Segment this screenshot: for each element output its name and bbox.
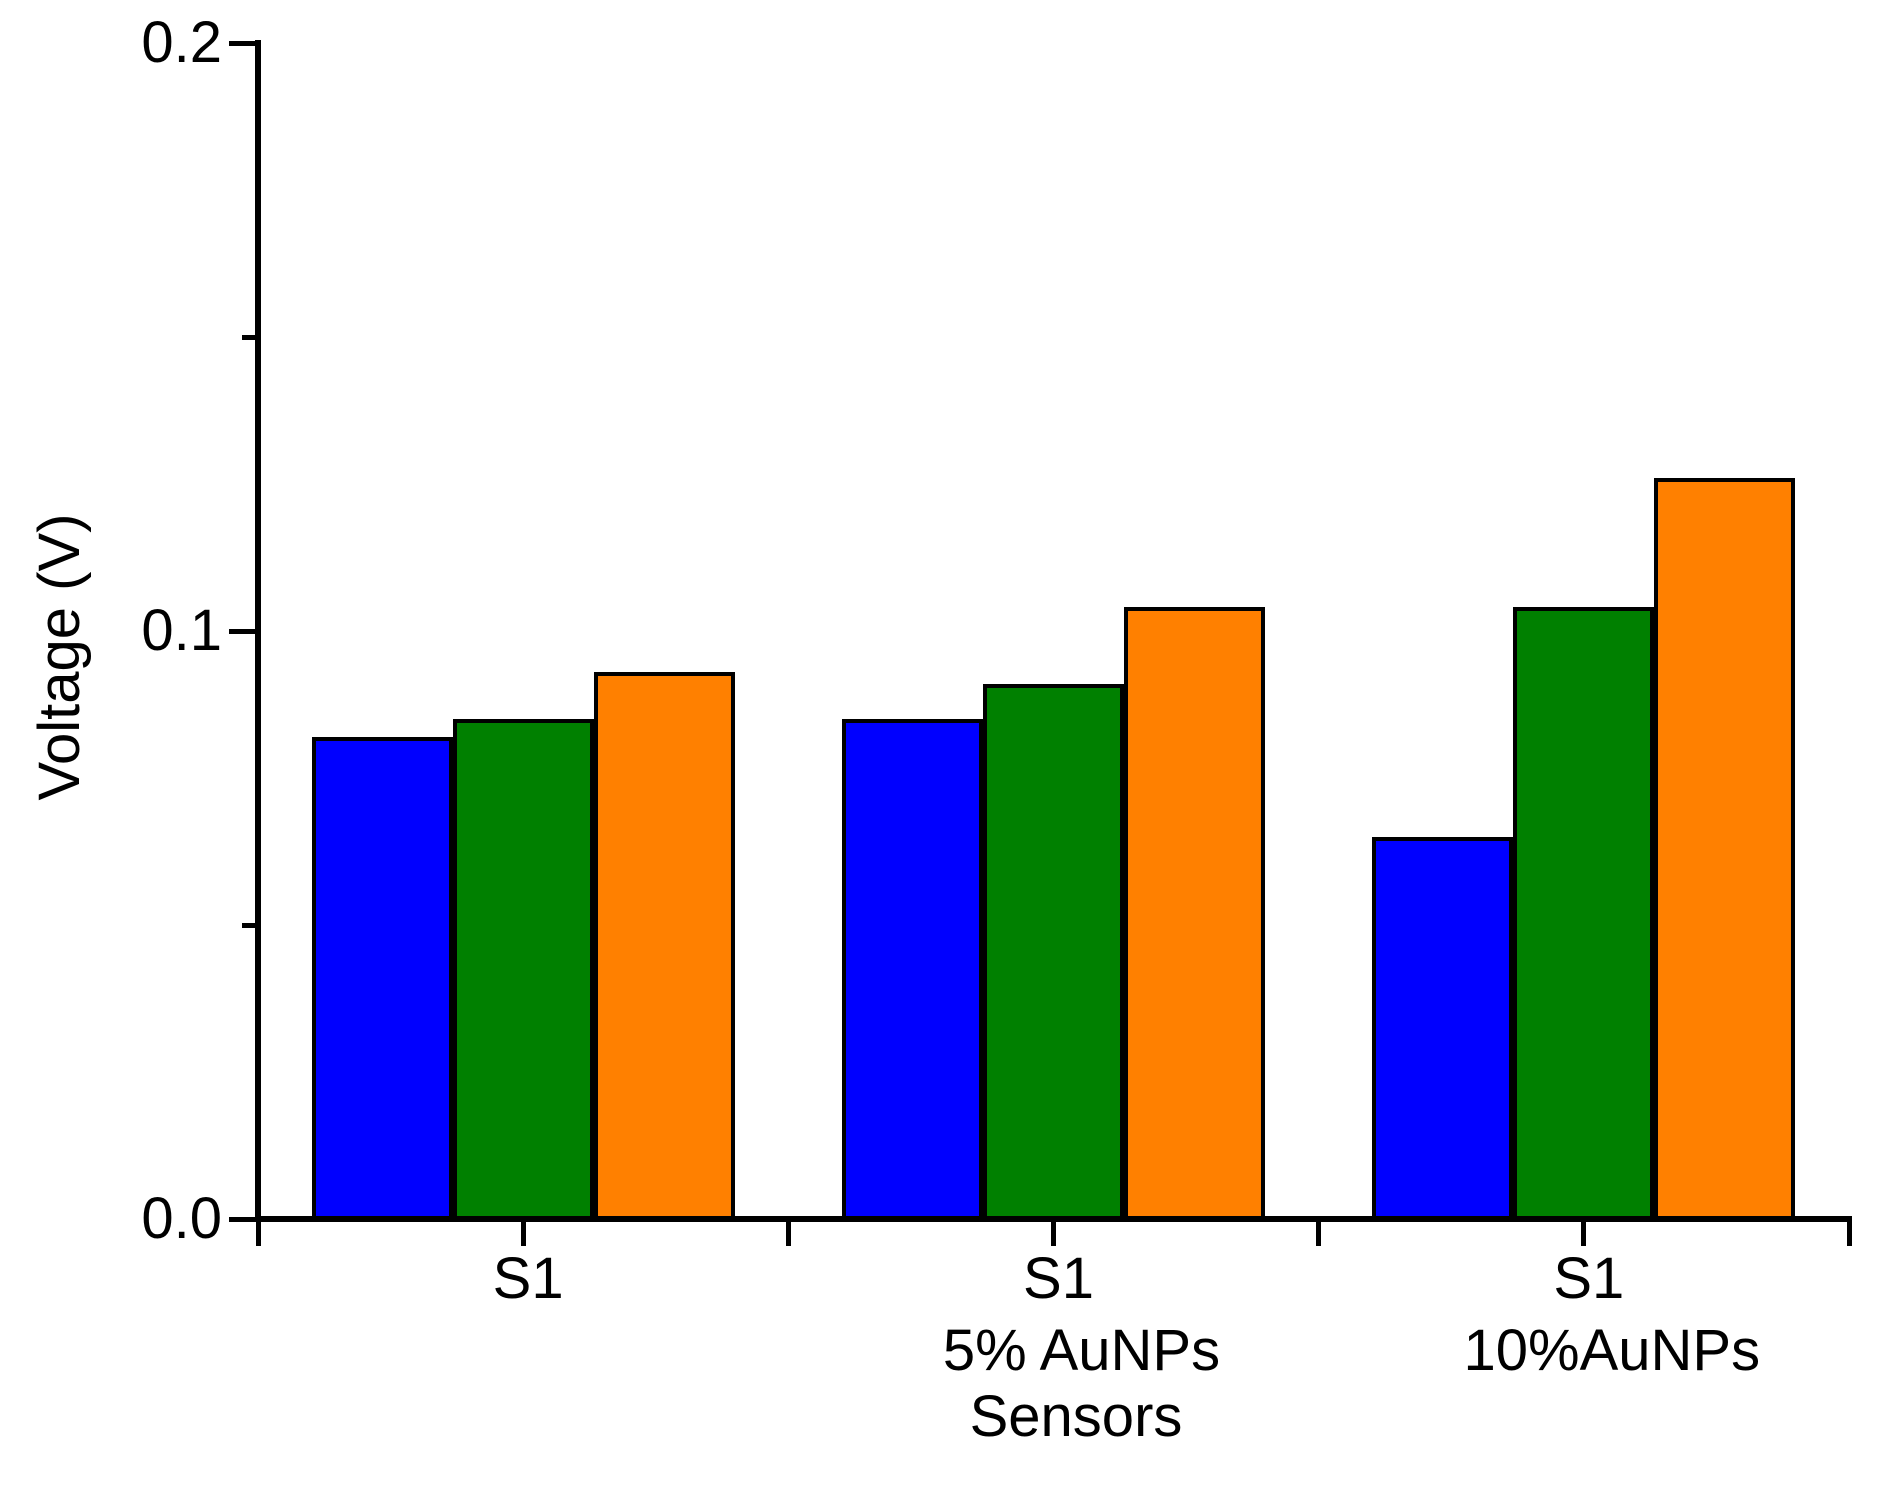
bar-blue-cat3	[1372, 836, 1514, 1222]
x-axis-tick	[255, 1222, 261, 1246]
bar-orange-cat3	[1654, 478, 1796, 1222]
x-tick-label-line1: S1	[1023, 1246, 1094, 1311]
x-tick-label-line1: S1	[492, 1246, 564, 1311]
bar-green-cat2	[983, 683, 1124, 1222]
y-tick-label: 0.0	[141, 1186, 222, 1251]
y-axis-minor-tick	[242, 334, 255, 340]
y-tick-label: 0.1	[141, 598, 222, 663]
x-axis-tick	[1051, 1222, 1056, 1246]
x-axis-tick	[785, 1222, 791, 1246]
y-axis-line	[255, 40, 261, 1222]
bar-orange-cat2	[1124, 607, 1265, 1222]
y-axis-title: Voltage (V)	[27, 513, 92, 801]
x-axis-line	[255, 1216, 1852, 1222]
x-tick-label-line2: 5% AuNPs	[942, 1318, 1221, 1383]
x-axis-tick	[520, 1222, 526, 1246]
x-axis-tick	[1316, 1222, 1322, 1246]
x-tick-label-line2: 10%AuNPs	[1463, 1318, 1761, 1383]
bar-orange-cat1	[593, 672, 735, 1222]
bar-green-cat3	[1513, 607, 1655, 1222]
y-axis-major-tick	[229, 628, 255, 634]
y-axis-major-tick	[229, 40, 255, 46]
bar-green-cat1	[452, 719, 594, 1222]
y-axis-major-tick	[229, 1216, 255, 1222]
x-axis-tick	[1846, 1222, 1852, 1246]
y-tick-label: 0.2	[141, 10, 222, 75]
x-tick-label-line1: S1	[1553, 1246, 1625, 1311]
x-axis-tick	[1581, 1222, 1587, 1246]
bar-blue-cat2	[842, 719, 983, 1222]
bar-blue-cat1	[311, 736, 453, 1222]
y-axis-minor-tick	[242, 922, 255, 928]
x-axis-title: Sensors	[969, 1384, 1183, 1449]
